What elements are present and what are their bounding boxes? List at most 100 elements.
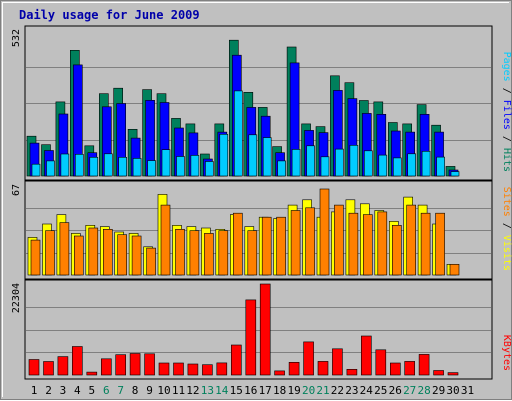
kbytes-bar-kbytes-day-19 xyxy=(288,361,300,376)
hits-bar-pages-day-7 xyxy=(118,157,127,177)
kbytes-bar-kbytes-day-11 xyxy=(173,362,184,376)
visits-bar-sites-day-25 xyxy=(377,211,388,276)
visits-bar-sites-day-6 xyxy=(103,229,113,276)
hits-legend-part: / xyxy=(501,82,512,100)
kbytes-bar-kbytes-day-4 xyxy=(72,346,83,376)
visits-legend-part: Visits xyxy=(501,235,512,271)
kbytes-bar-kbytes-day-18 xyxy=(274,370,285,376)
x-tick-label-day-14: 14 xyxy=(215,384,229,397)
hits-legend-part: Pages xyxy=(501,52,512,82)
visits-bar-sites-day-13 xyxy=(204,233,214,276)
hits-bar-pages-day-5 xyxy=(89,157,99,177)
kbytes-ymax-label: 22304 xyxy=(11,283,22,313)
hits-legend-part: Files xyxy=(501,100,512,130)
kbytes-bar-kbytes-day-5 xyxy=(86,371,98,376)
visits-bar-sites-day-9 xyxy=(146,247,156,276)
x-tick-label-day-15: 15 xyxy=(230,384,243,397)
hits-ymax-label: 532 xyxy=(11,29,22,47)
visits-bar-sites-day-12 xyxy=(189,230,200,276)
visits-bar-sites-day-21 xyxy=(319,188,330,276)
hits-legend-part: / xyxy=(501,130,512,148)
x-tick-label-day-1: 1 xyxy=(31,384,38,397)
x-tick-label-day-28: 28 xyxy=(417,384,430,397)
visits-bar-sites-day-28 xyxy=(420,212,431,276)
hits-bar-pages-day-28 xyxy=(421,151,431,177)
x-tick-label-day-5: 5 xyxy=(88,384,95,397)
hits-bar-pages-day-6 xyxy=(104,153,113,177)
kbytes-bar-kbytes-day-7 xyxy=(115,354,126,376)
kbytes-bar-kbytes-day-10 xyxy=(158,362,170,376)
kbytes-bar-kbytes-day-20 xyxy=(303,341,314,376)
visits-bar-sites-day-26 xyxy=(391,225,402,276)
visits-legend: Sites / Visits xyxy=(501,187,512,271)
kbytes-bar-kbytes-day-16 xyxy=(245,299,257,376)
hits-bar-pages-day-27 xyxy=(407,153,417,177)
kbytes-bar-kbytes-day-3 xyxy=(57,356,69,376)
x-tick-label-day-30: 30 xyxy=(446,384,459,397)
visits-legend-part: / xyxy=(501,217,512,235)
hits-bar-pages-day-29 xyxy=(436,156,445,177)
kbytes-bar-kbytes-day-6 xyxy=(101,358,112,376)
visits-bar-sites-day-1 xyxy=(30,239,41,276)
hits-bar-pages-day-20 xyxy=(306,145,315,177)
kbytes-bar-kbytes-day-23 xyxy=(346,368,358,376)
visits-bar-sites-day-22 xyxy=(334,204,344,276)
hits-bar-pages-day-9 xyxy=(147,160,156,177)
kbytes-bar-kbytes-day-24 xyxy=(360,335,372,376)
kbytes-bar-kbytes-day-25 xyxy=(375,349,387,376)
kbytes-bar-kbytes-day-15 xyxy=(231,344,242,376)
visits-bar-sites-day-5 xyxy=(88,227,99,276)
x-tick-label-day-8: 8 xyxy=(132,384,139,397)
visits-bar-sites-day-27 xyxy=(406,204,417,276)
hits-bar-pages-day-15 xyxy=(234,90,243,177)
kbytes-legend: KBytes xyxy=(501,335,512,371)
hits-bar-pages-day-3 xyxy=(60,153,70,177)
x-tick-label-day-20: 20 xyxy=(302,384,315,397)
kbytes-bar-kbytes-day-26 xyxy=(389,362,401,376)
hits-bar-pages-day-24 xyxy=(363,150,373,177)
kbytes-legend-part: KBytes xyxy=(501,335,512,371)
hits-bar-pages-day-8 xyxy=(132,158,142,177)
visits-bar-sites-day-7 xyxy=(117,234,127,276)
kbytes-bar-kbytes-day-2 xyxy=(43,361,54,376)
x-tick-label-day-31: 31 xyxy=(461,384,474,397)
kbytes-bar-kbytes-day-9 xyxy=(144,353,155,376)
kbytes-bar-kbytes-day-28 xyxy=(418,354,430,376)
hits-bar-pages-day-18 xyxy=(277,160,286,177)
x-tick-label-day-24: 24 xyxy=(360,384,374,397)
visits-panel: 67 Sites / Visits xyxy=(11,180,512,280)
x-tick-label-day-2: 2 xyxy=(45,384,52,397)
kbytes-bar-kbytes-day-14 xyxy=(216,362,228,376)
visits-bar-sites-day-19 xyxy=(290,210,301,276)
kbytes-bar-kbytes-day-8 xyxy=(129,353,141,376)
visits-bar-sites-day-11 xyxy=(175,229,185,276)
hits-panel: 532 Pages / Files / Hits xyxy=(11,25,512,181)
hits-bar-pages-day-25 xyxy=(378,154,388,177)
hits-legend: Pages / Files / Hits xyxy=(501,52,512,172)
x-tick-label-day-18: 18 xyxy=(273,384,286,397)
hits-bar-pages-day-11 xyxy=(176,156,185,177)
kbytes-bar-kbytes-day-29 xyxy=(433,370,444,376)
kbytes-bar-kbytes-day-30 xyxy=(447,372,459,376)
x-tick-label-day-27: 27 xyxy=(403,384,416,397)
x-tick-label-day-29: 29 xyxy=(432,384,445,397)
x-tick-label-day-6: 6 xyxy=(103,384,110,397)
hits-bar-pages-day-14 xyxy=(219,134,229,177)
hits-bar-pages-day-10 xyxy=(161,149,171,177)
visits-legend-part: Sites xyxy=(501,187,512,217)
x-tick-label-day-10: 10 xyxy=(157,384,170,397)
x-tick-label-day-22: 22 xyxy=(331,384,344,397)
visits-bar-sites-day-20 xyxy=(305,207,315,276)
hits-bar-pages-day-13 xyxy=(205,161,214,177)
visits-bar-sites-day-10 xyxy=(160,204,171,276)
kbytes-bar-kbytes-day-21 xyxy=(317,361,329,376)
hits-legend-part: Hits xyxy=(501,148,512,172)
visits-ymax-label: 67 xyxy=(11,184,22,196)
hits-bar-pages-day-26 xyxy=(392,157,402,177)
visits-bar-sites-day-29 xyxy=(435,212,445,276)
hits-bar-pages-day-2 xyxy=(46,160,55,177)
kbytes-panel: 22304 KBytes xyxy=(11,279,512,380)
visits-bar-sites-day-16 xyxy=(247,230,258,276)
x-tick-label-day-21: 21 xyxy=(316,384,329,397)
